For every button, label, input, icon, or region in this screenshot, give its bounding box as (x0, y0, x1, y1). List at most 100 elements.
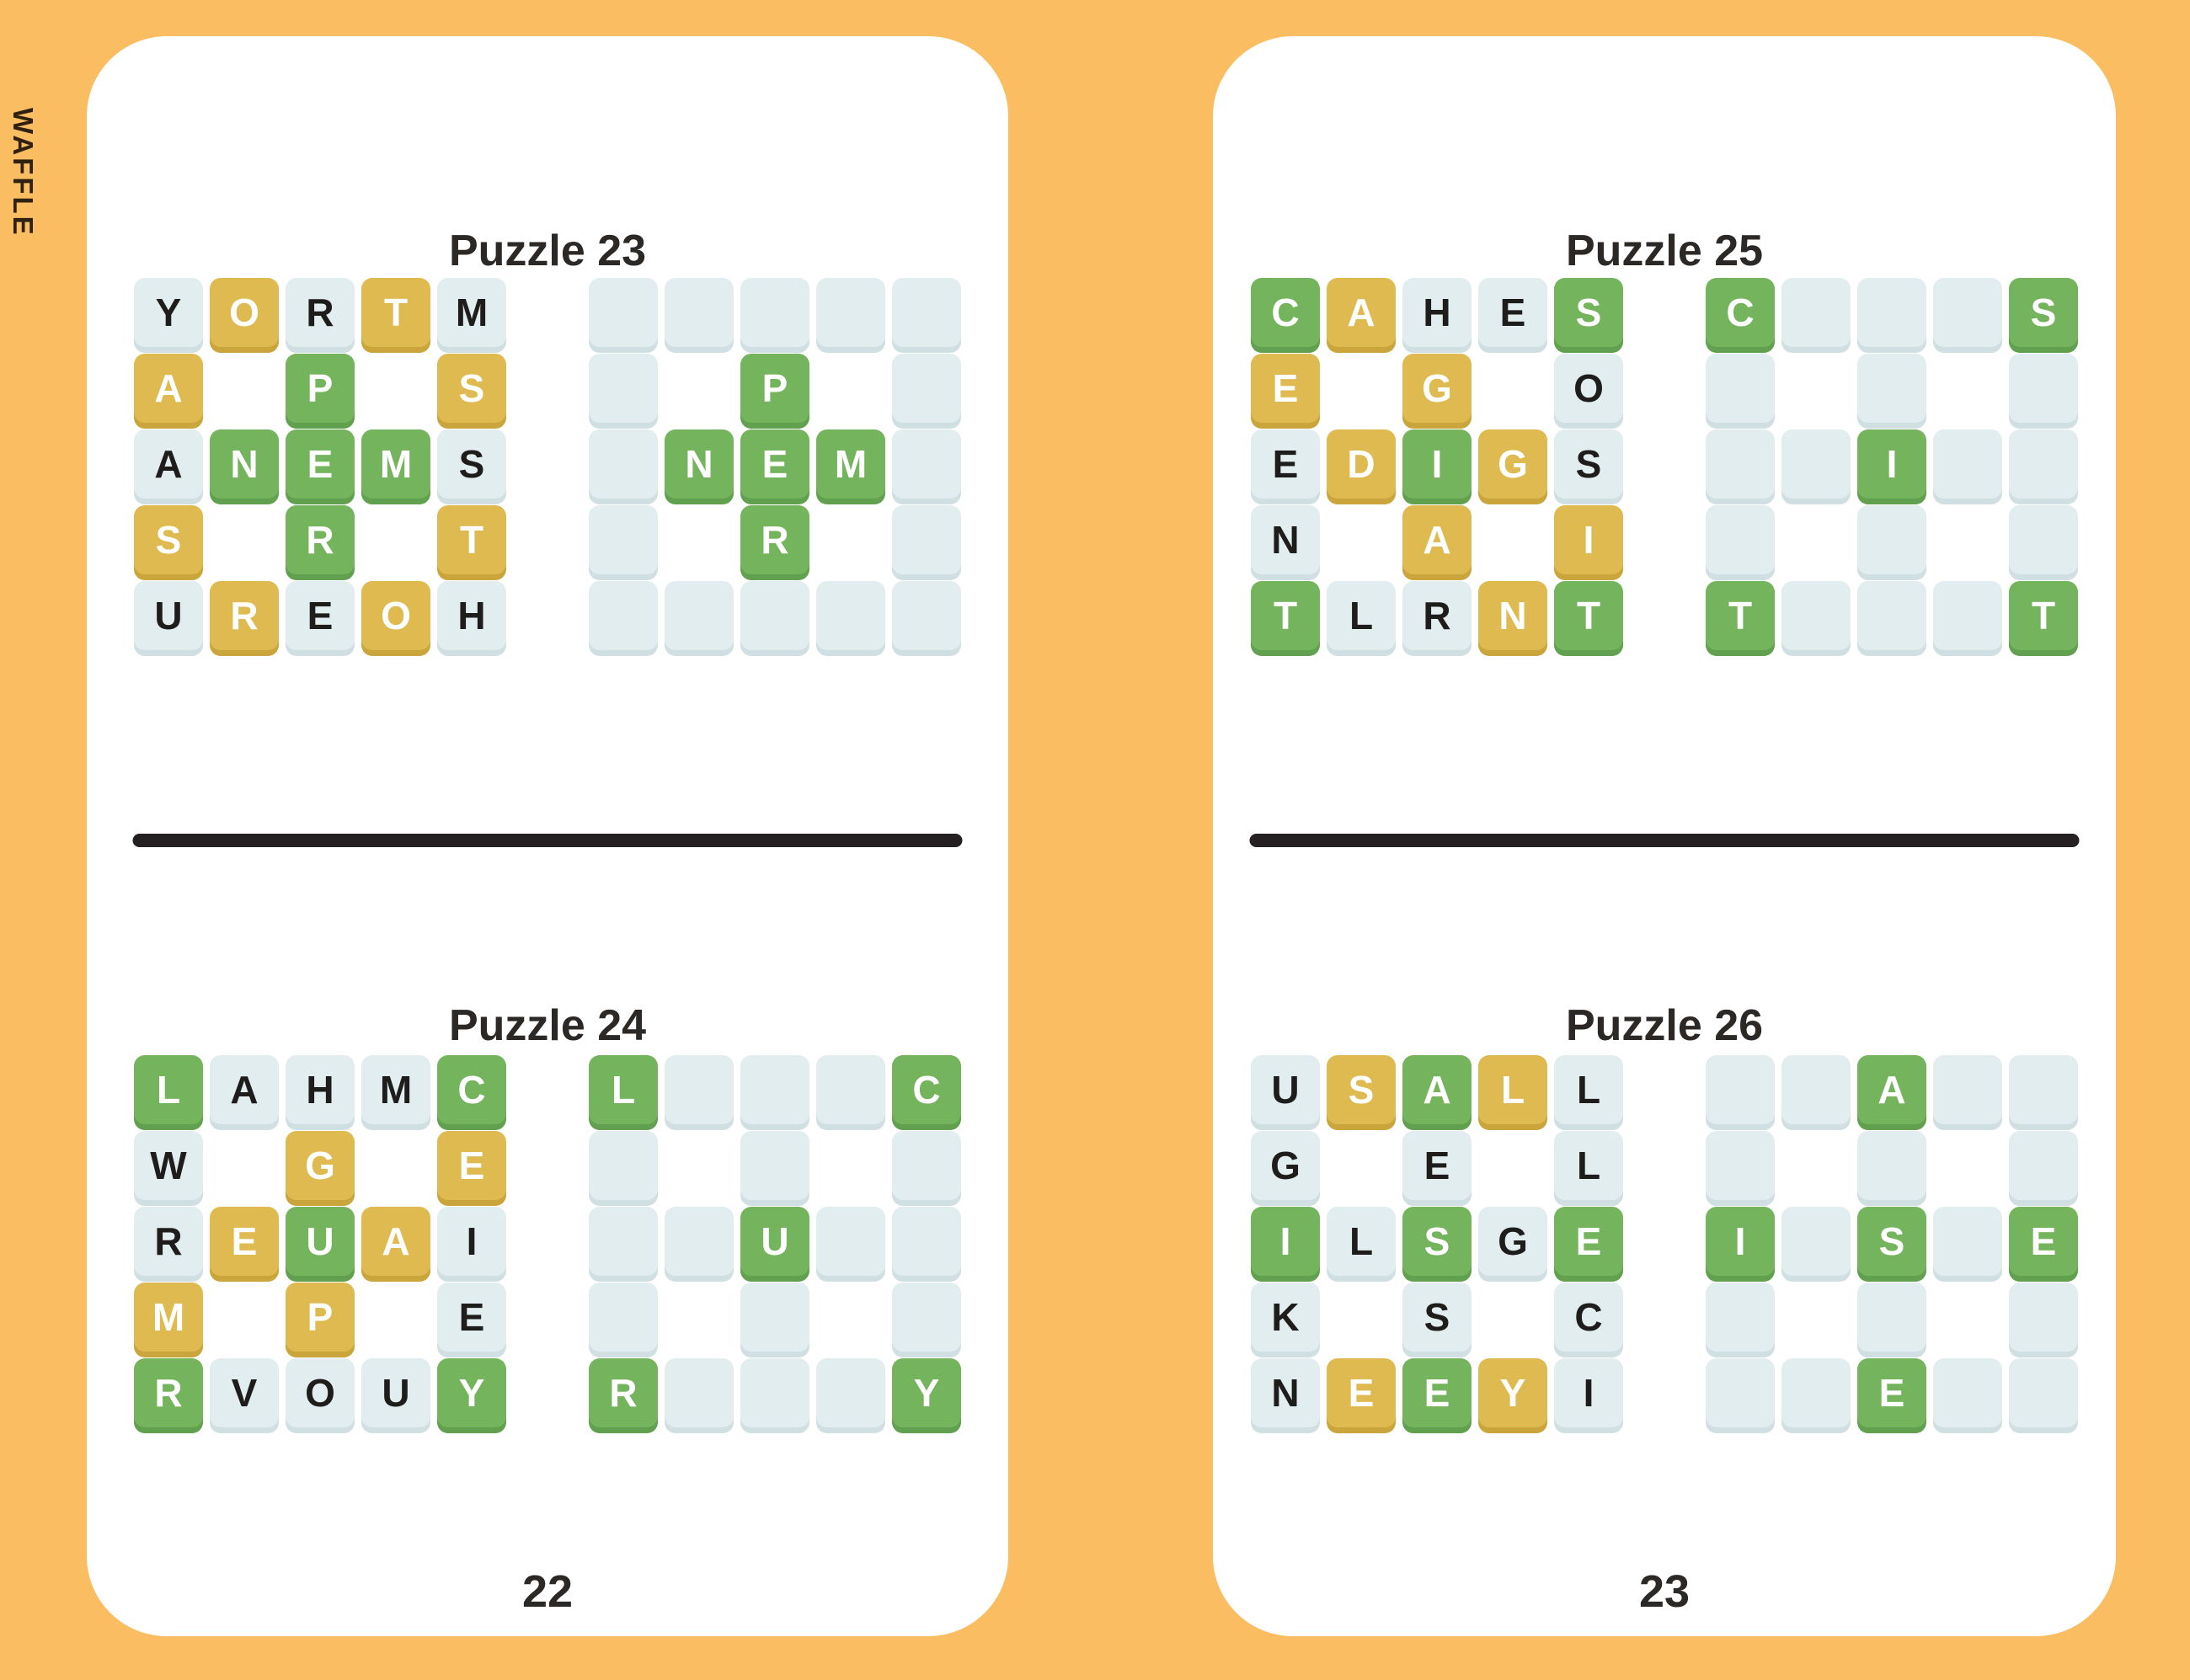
letter-tile-absent[interactable]: E (286, 581, 355, 650)
letter-tile-absent[interactable]: S (1554, 429, 1623, 499)
letter-tile-present[interactable]: T (361, 278, 430, 347)
letter-tile-absent[interactable]: E (1251, 429, 1320, 499)
letter-tile-correct[interactable]: I (1251, 1207, 1320, 1276)
letter-tile-correct[interactable]: T (1251, 581, 1320, 650)
letter-tile-correct[interactable]: E (286, 429, 355, 499)
letter-tile-absent[interactable]: R (286, 278, 355, 347)
letter-tile-correct[interactable]: T (1554, 581, 1623, 650)
letter-tile-absent[interactable]: R (1402, 581, 1472, 650)
letter-tile-correct[interactable]: S (2009, 278, 2078, 347)
letter-tile-absent[interactable]: G (1251, 1131, 1320, 1200)
letter-tile-absent[interactable]: O (1554, 354, 1623, 423)
letter-tile-absent[interactable]: N (1251, 505, 1320, 574)
letter-tile-absent[interactable]: V (210, 1358, 279, 1427)
letter-tile-correct[interactable]: L (589, 1055, 658, 1124)
letter-tile-correct[interactable]: E (2009, 1207, 2078, 1276)
letter-tile-present[interactable]: R (210, 581, 279, 650)
letter-tile-correct[interactable]: T (2009, 581, 2078, 650)
letter-tile-correct[interactable]: S (1857, 1207, 1926, 1276)
letter-tile-absent[interactable]: I (437, 1207, 506, 1276)
letter-tile-present[interactable]: D (1327, 429, 1396, 499)
letter-tile-absent[interactable]: N (1251, 1358, 1320, 1427)
letter-tile-correct[interactable]: E (1402, 1358, 1472, 1427)
letter-tile-correct[interactable]: I (1857, 429, 1926, 499)
letter-tile-absent[interactable]: L (1554, 1055, 1623, 1124)
letter-tile-correct[interactable]: U (286, 1207, 355, 1276)
letter-tile-absent[interactable]: H (286, 1055, 355, 1124)
letter-tile-absent[interactable]: S (1402, 1283, 1472, 1352)
letter-tile-correct[interactable]: E (740, 429, 809, 499)
letter-tile-absent[interactable]: O (286, 1358, 355, 1427)
letter-tile-correct[interactable]: P (740, 354, 809, 423)
letter-tile-present[interactable]: M (134, 1283, 203, 1352)
letter-tile-present[interactable]: I (1554, 505, 1623, 574)
letter-tile-absent[interactable]: A (210, 1055, 279, 1124)
letter-tile-present[interactable]: O (361, 581, 430, 650)
letter-tile-correct[interactable]: S (1554, 278, 1623, 347)
letter-tile-present[interactable]: G (1478, 429, 1547, 499)
letter-tile-present[interactable]: G (1402, 354, 1472, 423)
letter-tile-absent[interactable]: E (1478, 278, 1547, 347)
letter-tile-absent[interactable]: L (1554, 1131, 1623, 1200)
letter-tile-correct[interactable]: I (1706, 1207, 1775, 1276)
letter-tile-correct[interactable]: C (1251, 278, 1320, 347)
letter-tile-absent[interactable]: I (1554, 1358, 1623, 1427)
letter-tile-present[interactable]: E (1251, 354, 1320, 423)
letter-tile-correct[interactable]: P (286, 354, 355, 423)
letter-tile-absent[interactable]: M (361, 1055, 430, 1124)
letter-tile-absent[interactable]: U (134, 581, 203, 650)
letter-tile-absent[interactable]: U (1251, 1055, 1320, 1124)
letter-tile-absent[interactable]: C (1554, 1283, 1623, 1352)
letter-tile-correct[interactable]: R (589, 1358, 658, 1427)
letter-tile-present[interactable]: A (1402, 505, 1472, 574)
letter-tile-correct[interactable]: C (437, 1055, 506, 1124)
letter-tile-correct[interactable]: U (740, 1207, 809, 1276)
letter-tile-correct[interactable]: C (1706, 278, 1775, 347)
letter-tile-correct[interactable]: L (134, 1055, 203, 1124)
letter-tile-absent[interactable]: W (134, 1131, 203, 1200)
letter-tile-absent[interactable]: U (361, 1358, 430, 1427)
letter-tile-absent[interactable]: L (1327, 1207, 1396, 1276)
letter-tile-present[interactable]: S (134, 505, 203, 574)
letter-tile-absent[interactable]: H (437, 581, 506, 650)
letter-tile-correct[interactable]: R (740, 505, 809, 574)
letter-tile-absent[interactable]: E (437, 1283, 506, 1352)
letter-tile-correct[interactable]: A (1857, 1055, 1926, 1124)
letter-tile-correct[interactable]: R (286, 505, 355, 574)
letter-tile-present[interactable]: N (1478, 581, 1547, 650)
letter-tile-correct[interactable]: M (361, 429, 430, 499)
letter-tile-correct[interactable]: Y (437, 1358, 506, 1427)
letter-tile-present[interactable]: G (286, 1131, 355, 1200)
letter-tile-absent[interactable]: A (134, 429, 203, 499)
letter-tile-correct[interactable]: E (1857, 1358, 1926, 1427)
letter-tile-correct[interactable]: N (210, 429, 279, 499)
letter-tile-present[interactable]: Y (1478, 1358, 1547, 1427)
letter-tile-absent[interactable]: E (1402, 1131, 1472, 1200)
letter-tile-absent[interactable]: R (134, 1207, 203, 1276)
letter-tile-absent[interactable]: M (437, 278, 506, 347)
letter-tile-correct[interactable]: T (1706, 581, 1775, 650)
letter-tile-present[interactable]: A (134, 354, 203, 423)
letter-tile-correct[interactable]: M (816, 429, 885, 499)
letter-tile-absent[interactable]: Y (134, 278, 203, 347)
letter-tile-absent[interactable]: K (1251, 1283, 1320, 1352)
letter-tile-absent[interactable]: H (1402, 278, 1472, 347)
letter-tile-present[interactable]: L (1478, 1055, 1547, 1124)
letter-tile-present[interactable]: T (437, 505, 506, 574)
letter-tile-correct[interactable]: N (665, 429, 734, 499)
letter-tile-present[interactable]: P (286, 1283, 355, 1352)
letter-tile-correct[interactable]: E (1554, 1207, 1623, 1276)
letter-tile-absent[interactable]: S (437, 429, 506, 499)
letter-tile-present[interactable]: A (361, 1207, 430, 1276)
letter-tile-present[interactable]: E (1327, 1358, 1396, 1427)
letter-tile-correct[interactable]: I (1402, 429, 1472, 499)
letter-tile-correct[interactable]: Y (892, 1358, 961, 1427)
letter-tile-present[interactable]: S (1327, 1055, 1396, 1124)
letter-tile-correct[interactable]: C (892, 1055, 961, 1124)
letter-tile-present[interactable]: E (437, 1131, 506, 1200)
letter-tile-present[interactable]: E (210, 1207, 279, 1276)
letter-tile-correct[interactable]: R (134, 1358, 203, 1427)
letter-tile-correct[interactable]: S (1402, 1207, 1472, 1276)
letter-tile-present[interactable]: S (437, 354, 506, 423)
letter-tile-absent[interactable]: G (1478, 1207, 1547, 1276)
